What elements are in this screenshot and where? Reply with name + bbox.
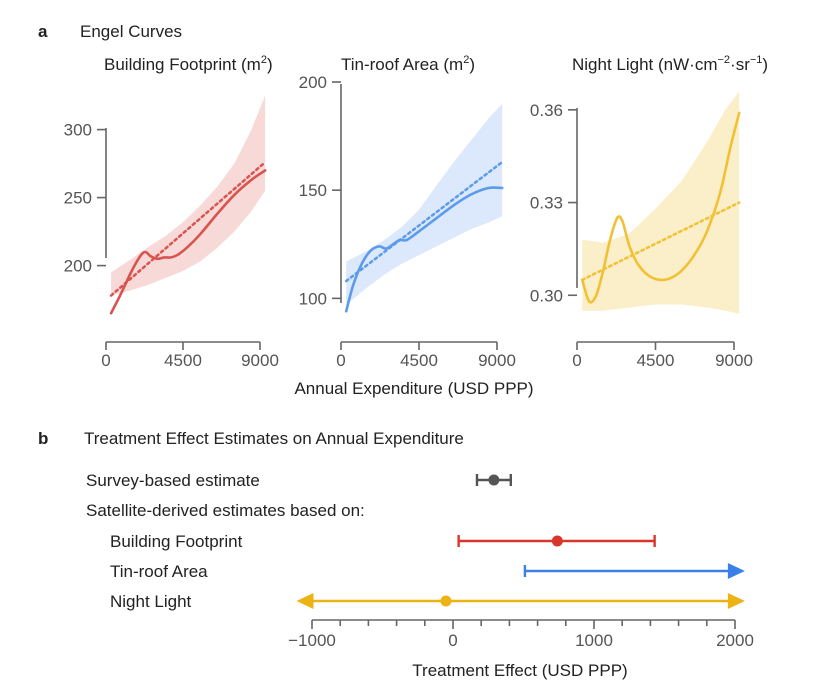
plot-treatment-effects: Satellite-derived estimates based on: Sur… (86, 471, 754, 650)
y-tick-label: 250 (64, 189, 92, 208)
x-tick-label: 9000 (478, 351, 516, 370)
y-tick-label: 150 (299, 181, 327, 200)
linear-fit-line (109, 160, 267, 297)
confidence-band (346, 103, 503, 305)
x-tick-label: 9000 (715, 351, 753, 370)
x-tick-label: 0 (572, 351, 581, 370)
y-tick-label: 0.30 (530, 286, 563, 305)
confidence-band (582, 91, 740, 314)
panel-a-letter: a (38, 22, 48, 41)
y-tick-label: 100 (299, 289, 327, 308)
panel-b-xlabel: Treatment Effect (USD PPP) (412, 661, 627, 680)
x-tick-label: −1000 (288, 631, 336, 650)
y-tick-label: 300 (64, 121, 92, 140)
row-label: Survey-based estimate (86, 471, 260, 490)
satellite-header-label: Satellite-derived estimates based on: (86, 501, 365, 520)
row-label: Night Light (110, 592, 192, 611)
point-estimate (551, 535, 563, 547)
point-estimate (488, 474, 500, 486)
x-tick-label: 1000 (575, 631, 613, 650)
row-label: Building Footprint (110, 532, 243, 551)
panel-b-letter: b (38, 429, 48, 448)
x-tick-label: 0 (448, 631, 457, 650)
x-tick-label: 4500 (637, 351, 675, 370)
x-tick-label: 4500 (164, 351, 202, 370)
smooth-fit-line (580, 111, 741, 304)
y-tick-label: 200 (64, 257, 92, 276)
panel-a-xlabel: Annual Expenditure (USD PPP) (294, 379, 533, 398)
plot-tin-roof-area: 100 150 200 0 4500 9000 (299, 73, 516, 370)
title-tin-roof-area: Tin-roof Area (m2) (341, 54, 475, 74)
title-night-light: Night Light (nW·cm−2·sr−1) (572, 54, 768, 74)
arrow-right-icon (727, 593, 745, 609)
x-tick-label: 9000 (241, 351, 279, 370)
x-tick-label: 0 (336, 351, 345, 370)
point-estimate (440, 595, 452, 607)
panel-a-title: Engel Curves (80, 22, 182, 41)
arrow-right-icon (727, 563, 745, 579)
smooth-fit-line (344, 186, 504, 313)
linear-fit-line (344, 160, 504, 283)
title-building-footprint: Building Footprint (m2) (104, 54, 273, 74)
arrow-left-icon (296, 593, 314, 609)
plot-night-light: 0.30 0.33 0.36 0 4500 9000 (530, 91, 753, 370)
y-tick-label: 0.33 (530, 194, 563, 213)
y-tick-label: 0.36 (530, 101, 563, 120)
row-label: Tin-roof Area (110, 562, 208, 581)
x-tick-label: 0 (101, 351, 110, 370)
x-tick-label: 4500 (400, 351, 438, 370)
x-tick-label: 2000 (716, 631, 754, 650)
panel-b-title: Treatment Effect Estimates on Annual Exp… (84, 429, 464, 448)
plot-building-footprint: 200 250 300 0 4500 9000 (64, 95, 279, 370)
y-tick-label: 200 (299, 73, 327, 92)
smooth-fit-line (109, 169, 267, 315)
